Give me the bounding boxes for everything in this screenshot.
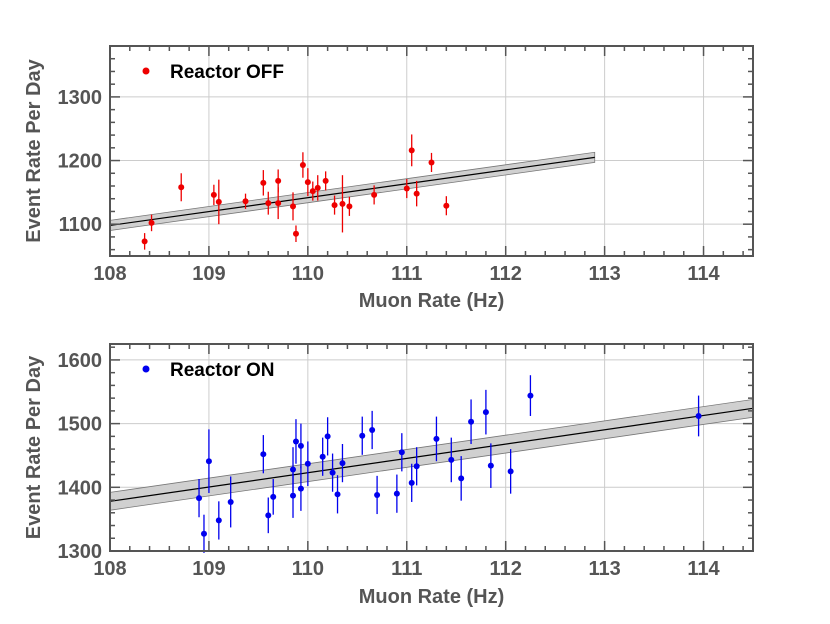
reactor-on-data-point [297, 442, 304, 449]
reactor-on-data-point [304, 460, 311, 467]
reactor-on-plot-frame [109, 343, 754, 552]
reactor-on-x-tick-label: 114 [687, 558, 720, 580]
reactor-on-x-tick-label: 111 [391, 558, 422, 580]
reactor-on-data-point [413, 463, 420, 470]
reactor-off-fit-line [109, 156, 595, 227]
reactor-on-y-tick-label: 1400 [58, 477, 103, 499]
reactor-off-data-point [141, 238, 148, 245]
reactor-off-data-point [408, 147, 415, 154]
reactor-on-data-point [260, 451, 267, 458]
reactor-on-data-point [215, 517, 222, 524]
reactor-off-data-point [215, 198, 222, 205]
reactor-on-data-point [329, 469, 336, 476]
reactor-off-data-point [178, 184, 185, 191]
reactor-off-x-tick-label: 109 [192, 263, 225, 285]
reactor-off-y-tick-label: 1200 [58, 151, 103, 173]
reactor-off-data-point [331, 202, 338, 209]
reactor-off-panel: 108 109 110 111 112 113 114 1100 1200 1300 Muon Ra… [23, 45, 754, 312]
reactor-off-data-point [346, 203, 353, 210]
reactor-on-x-tick-label: 109 [192, 558, 225, 580]
reactor-off-y-tick-label: 1300 [58, 87, 103, 109]
reactor-on-data-point [196, 495, 203, 502]
reactor-on-data-point [334, 491, 341, 498]
reactor-on-data-point [369, 426, 376, 433]
reactor-on-data-point [468, 418, 475, 425]
reactor-on-data-point [324, 433, 331, 440]
reactor-on-fit-line [109, 407, 754, 502]
reactor-on-data-point [297, 485, 304, 492]
reactor-off-data-point [148, 219, 155, 226]
reactor-on-x-tick-label: 108 [93, 558, 126, 580]
reactor-on-data-point [695, 412, 702, 419]
reactor-on-data-point [319, 453, 326, 460]
reactor-on-data-point [227, 498, 234, 505]
reactor-on-data-point [200, 530, 207, 537]
reactor-off-plot-frame [109, 45, 754, 257]
reactor-off-x-tick-label: 114 [687, 263, 720, 285]
reactor-off-data-point [314, 184, 321, 191]
reactor-off-data-point [275, 177, 282, 184]
reactor-on-data-point [482, 409, 489, 416]
reactor-on-data-point [265, 512, 272, 519]
reactor-off-data-point [371, 191, 378, 198]
reactor-on-data-point [270, 493, 277, 500]
reactor-off-data-point [403, 185, 410, 192]
reactor-off-data-point [275, 200, 282, 207]
reactor-off-x-tick-label: 112 [490, 263, 522, 285]
reactor-off-x-tick-label: 108 [93, 263, 126, 285]
reactor-on-data-point [374, 491, 381, 498]
reactor-on-data-point [339, 460, 346, 467]
reactor-on-data-point [398, 449, 405, 456]
reactor-off-legend-marker [142, 67, 150, 75]
reactor-off-data-point [260, 179, 267, 186]
reactor-on-legend-label: Reactor ON [170, 360, 275, 381]
reactor-off-data-point [309, 188, 316, 195]
reactor-on-data-point [292, 438, 299, 445]
reactor-on-panel: 108 109 110 111 112 113 114 1300 1400 1500 1600 Muo… [23, 343, 754, 608]
reactor-off-data-point [443, 202, 450, 209]
reactor-off-x-tick-label: 113 [588, 263, 620, 285]
reactor-off-legend-label: Reactor OFF [170, 62, 284, 83]
reactor-on-x-tick-label: 112 [490, 558, 522, 580]
reactor-off-y-axis-label: Event Rate Per Day [23, 58, 45, 242]
reactor-off-data-point [304, 179, 311, 186]
reactor-on-data-point [458, 475, 465, 482]
reactor-on-data-point [527, 392, 534, 399]
reactor-off-x-tick-label: 110 [292, 263, 324, 285]
reactor-off-data-point [292, 230, 299, 237]
reactor-off-data-point [210, 191, 217, 198]
reactor-on-data-point [433, 435, 440, 442]
reactor-off-x-tick-label: 111 [391, 263, 422, 285]
reactor-on-data-point [408, 479, 415, 486]
reactor-on-y-tick-label: 1300 [58, 541, 103, 563]
reactor-on-data-point [290, 466, 297, 473]
reactor-off-data-point [413, 190, 420, 197]
reactor-off-data-point [322, 177, 329, 184]
reactor-on-data-point [448, 456, 455, 463]
reactor-on-x-tick-label: 110 [292, 558, 324, 580]
reactor-on-y-tick-label: 1500 [58, 414, 103, 436]
reactor-on-data-point [393, 490, 400, 497]
reactor-on-legend-marker [142, 365, 150, 373]
reactor-off-x-axis-label: Muon Rate (Hz) [359, 290, 505, 312]
reactor-off-data-point [299, 162, 306, 168]
reactor-on-y-tick-label: 1600 [58, 350, 103, 372]
reactor-on-data-point [290, 492, 297, 499]
reactor-on-y-axis-label: Event Rate Per Day [23, 355, 45, 539]
reactor-off-data-point [428, 159, 435, 166]
reactor-off-data-point [265, 200, 272, 207]
reactor-on-x-axis-label: Muon Rate (Hz) [359, 586, 505, 608]
reactor-on-data-point [507, 468, 514, 475]
reactor-on-x-tick-label: 113 [588, 558, 620, 580]
reactor-on-data-point [205, 458, 212, 465]
reactor-off-y-tick-label: 1100 [59, 214, 102, 236]
reactor-on-data-point [487, 462, 494, 469]
reactor-off-data-point [339, 200, 346, 207]
reactor-off-data-point [290, 203, 297, 210]
reactor-on-data-point [359, 432, 366, 439]
reactor-off-data-point [242, 198, 249, 205]
